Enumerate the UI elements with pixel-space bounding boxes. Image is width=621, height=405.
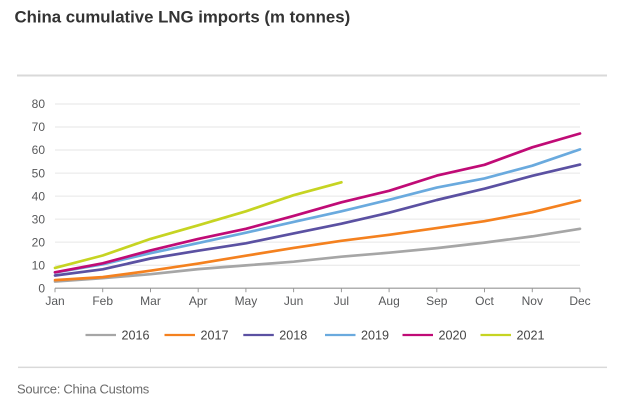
svg-text:Apr: Apr [189, 294, 208, 308]
svg-text:60: 60 [32, 143, 46, 157]
svg-text:2016: 2016 [122, 328, 150, 342]
svg-text:Jul: Jul [334, 294, 349, 308]
svg-text:2020: 2020 [439, 328, 467, 342]
svg-text:Sep: Sep [426, 294, 448, 308]
svg-text:Mar: Mar [140, 294, 161, 308]
svg-text:May: May [235, 294, 258, 308]
svg-text:2017: 2017 [201, 328, 229, 342]
svg-text:Dec: Dec [569, 294, 590, 308]
svg-text:Oct: Oct [475, 294, 494, 308]
svg-text:40: 40 [32, 189, 46, 203]
svg-text:2019: 2019 [361, 328, 389, 342]
svg-text:50: 50 [32, 166, 46, 180]
svg-text:2021: 2021 [517, 328, 545, 342]
svg-text:Feb: Feb [92, 294, 113, 308]
svg-text:2018: 2018 [279, 328, 307, 342]
svg-text:Jan: Jan [45, 294, 64, 308]
svg-text:30: 30 [32, 212, 46, 226]
svg-text:Nov: Nov [522, 294, 543, 308]
svg-text:Aug: Aug [378, 294, 399, 308]
svg-text:Jun: Jun [284, 294, 303, 308]
svg-text:10: 10 [32, 258, 46, 272]
svg-text:China cumulative LNG imports (: China cumulative LNG imports (m tonnes) [15, 8, 351, 27]
svg-text:0: 0 [38, 281, 45, 295]
svg-text:70: 70 [32, 120, 46, 134]
svg-text:80: 80 [32, 97, 46, 111]
svg-text:20: 20 [32, 235, 46, 249]
svg-text:Source: China Customs: Source: China Customs [17, 382, 150, 397]
